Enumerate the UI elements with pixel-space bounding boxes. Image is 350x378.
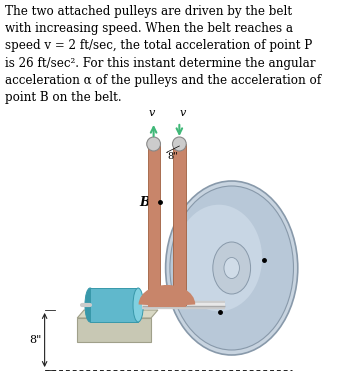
Text: P: P <box>268 254 278 266</box>
Text: v: v <box>149 108 155 118</box>
Polygon shape <box>77 310 158 318</box>
Bar <box>148 294 186 307</box>
Ellipse shape <box>166 181 298 355</box>
Text: A: A <box>224 316 234 329</box>
Text: v: v <box>180 108 186 118</box>
Text: The two attached pulleys are driven by the belt
with increasing speed. When the : The two attached pulleys are driven by t… <box>5 5 321 104</box>
Text: B: B <box>140 195 150 209</box>
Ellipse shape <box>170 186 294 350</box>
Ellipse shape <box>147 137 160 151</box>
Bar <box>77 318 151 342</box>
Ellipse shape <box>176 205 262 311</box>
Ellipse shape <box>133 288 143 322</box>
Bar <box>148 144 160 305</box>
Text: 8": 8" <box>30 335 42 345</box>
Bar <box>90 288 138 322</box>
Ellipse shape <box>85 288 95 322</box>
Ellipse shape <box>173 137 186 151</box>
Ellipse shape <box>213 242 251 294</box>
Bar <box>173 144 186 305</box>
Ellipse shape <box>224 257 239 279</box>
Text: 8": 8" <box>167 152 178 161</box>
